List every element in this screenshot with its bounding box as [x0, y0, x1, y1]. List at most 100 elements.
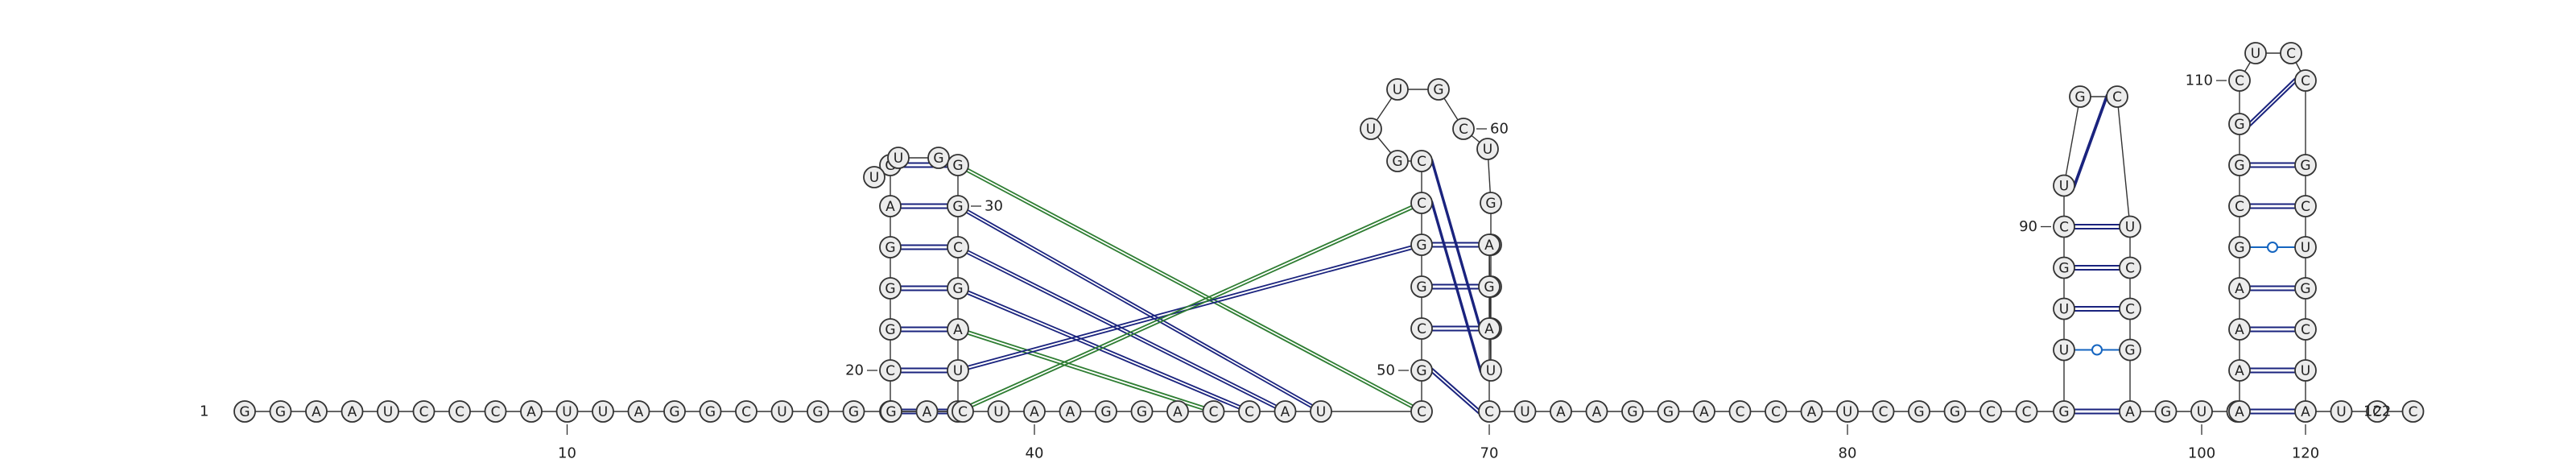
svg-text:A: A — [953, 322, 963, 338]
svg-text:U: U — [2301, 363, 2310, 379]
position-tick: 90 — [2019, 218, 2051, 235]
nucleotide: C — [1410, 150, 1433, 172]
tertiary-interaction — [957, 327, 1214, 414]
svg-text:70: 70 — [1480, 445, 1499, 462]
nucleotide: G — [947, 277, 969, 300]
backbone-segment — [2063, 96, 2081, 186]
svg-text:G: G — [952, 281, 963, 297]
svg-text:G: G — [885, 240, 895, 256]
svg-text:G: G — [1950, 404, 1960, 420]
svg-text:A: A — [2125, 404, 2135, 420]
nucleotide: C — [1452, 118, 1475, 140]
nucleotide: G — [663, 400, 686, 423]
position-tick: 20 — [845, 362, 877, 379]
nucleotide: U — [987, 400, 1010, 423]
svg-text:G: G — [2234, 240, 2244, 256]
base-pair — [2074, 265, 2120, 271]
nucleotide: G — [699, 400, 722, 423]
base-pair — [2250, 162, 2295, 168]
nucleotide: G — [1410, 234, 1433, 256]
svg-text:G: G — [952, 199, 963, 215]
svg-text:C: C — [1417, 154, 1426, 170]
svg-text:C: C — [455, 404, 464, 420]
svg-text:G: G — [2058, 261, 2069, 277]
svg-text:A: A — [526, 404, 536, 420]
nucleotide: U — [555, 400, 579, 423]
nucleotide: A — [1585, 400, 1608, 423]
svg-text:U: U — [1520, 404, 1530, 420]
nucleotide: C — [2053, 215, 2075, 238]
svg-text:A: A — [1484, 321, 1494, 337]
nucleotide: A — [2228, 318, 2251, 341]
svg-text:G: G — [886, 404, 896, 420]
base-pair — [1432, 325, 1479, 332]
svg-text:C: C — [2022, 404, 2032, 420]
svg-text:G: G — [885, 322, 895, 338]
svg-text:G: G — [1137, 404, 1147, 420]
svg-text:G: G — [239, 404, 250, 420]
base-pair — [2250, 326, 2295, 333]
svg-text:U: U — [869, 170, 879, 186]
nucleotide: C — [2106, 85, 2128, 108]
svg-text:A: A — [1281, 404, 1290, 420]
svg-text:G: G — [1416, 279, 1426, 296]
svg-text:G: G — [812, 404, 823, 420]
base-pair — [901, 203, 947, 209]
nucleotide: U — [1476, 138, 1499, 160]
svg-text:A: A — [1699, 404, 1709, 420]
base-pair — [1431, 200, 1481, 373]
nucleotide: A — [1550, 400, 1572, 423]
base-pair — [2074, 94, 2107, 188]
svg-text:C: C — [1986, 404, 1996, 420]
svg-text:G: G — [1913, 404, 1924, 420]
svg-text:A: A — [1484, 238, 1494, 254]
position-tick: 110 — [2186, 72, 2227, 89]
nucleotide: A — [1274, 400, 1297, 423]
svg-text:U: U — [993, 404, 1003, 420]
nucleotide: G — [2069, 85, 2091, 108]
svg-text:C: C — [2125, 302, 2135, 318]
svg-text:A: A — [1556, 404, 1566, 420]
svg-text:C: C — [2059, 220, 2069, 236]
svg-text:U: U — [777, 404, 786, 420]
svg-text:U: U — [1486, 363, 1496, 379]
nucleotide: G — [2154, 400, 2178, 423]
svg-text:U: U — [2059, 343, 2069, 359]
nucleotide: C — [412, 400, 436, 423]
svg-text:G: G — [1416, 238, 1426, 254]
nucleotide: U — [2053, 174, 2075, 197]
svg-text:A: A — [1030, 404, 1039, 420]
nucleotide: A — [1478, 317, 1501, 340]
svg-text:C: C — [1771, 404, 1781, 420]
nucleotide: G — [1410, 275, 1433, 298]
nucleotide-layer: GGAAUCCCAUUAGGCUGGGCGGGAGUUGGGCGAUAGACUA… — [233, 42, 2425, 423]
nucleotide: G — [927, 147, 950, 169]
nucleotide: G — [879, 236, 902, 258]
svg-text:C: C — [2301, 199, 2310, 215]
svg-text:U: U — [1366, 122, 1376, 138]
svg-text:G: G — [1627, 404, 1637, 420]
nucleotide: A — [1478, 234, 1501, 256]
nucleotide: C — [2280, 42, 2302, 64]
nucleotide: A — [947, 318, 969, 341]
svg-text:A: A — [2235, 363, 2244, 379]
svg-text:90: 90 — [2019, 218, 2037, 235]
position-tick: 70 — [1480, 424, 1499, 462]
base-pair — [901, 367, 947, 374]
svg-text:C: C — [741, 404, 751, 420]
nucleotide: G — [807, 400, 829, 423]
svg-text:G: G — [1485, 196, 1496, 212]
nucleotide: A — [2228, 277, 2251, 300]
nucleotide: U — [2119, 215, 2141, 238]
nucleotide: U — [2294, 359, 2317, 382]
nucleotide: G — [1480, 192, 1502, 214]
nucleotide: C — [2228, 195, 2251, 217]
svg-text:G: G — [2058, 404, 2069, 420]
svg-text:A: A — [2235, 404, 2244, 420]
tertiary-interaction — [957, 242, 1422, 373]
tertiary-interaction-layer — [957, 163, 1422, 414]
nucleotide: U — [947, 359, 969, 382]
svg-text:C: C — [1484, 404, 1494, 420]
svg-text:110: 110 — [2186, 72, 2213, 89]
